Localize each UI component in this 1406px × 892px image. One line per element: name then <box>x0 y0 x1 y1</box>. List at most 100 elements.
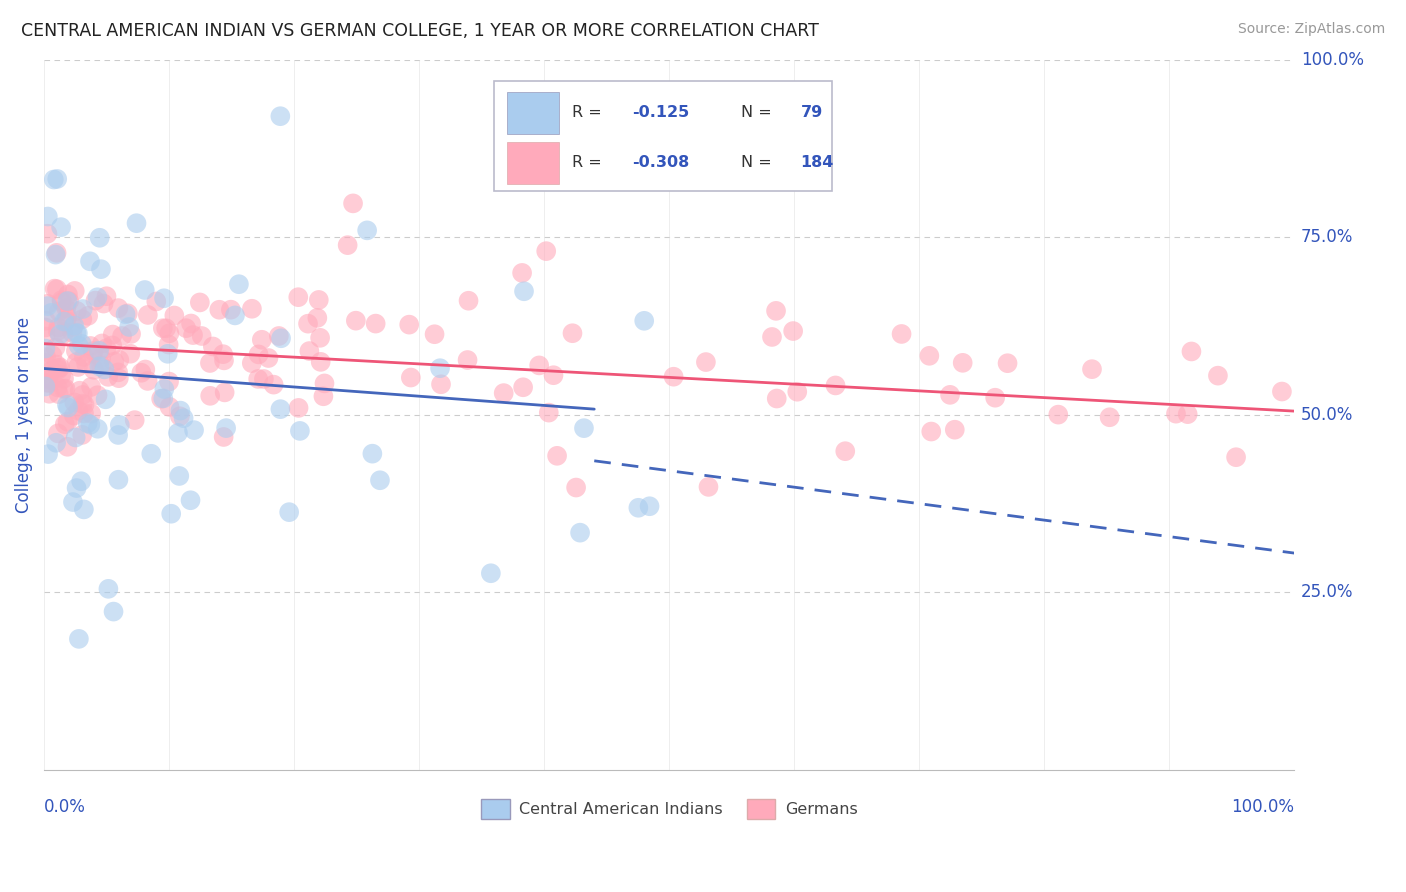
Point <box>312 389 335 403</box>
Point <box>160 507 183 521</box>
Point <box>1081 362 1104 376</box>
Point <box>56 294 79 309</box>
Point <box>1047 408 1070 422</box>
Point <box>38 376 60 390</box>
Point <box>117 306 139 320</box>
Point <box>309 355 332 369</box>
Point <box>212 347 235 361</box>
Point <box>572 421 595 435</box>
Point <box>101 327 124 342</box>
Point <box>80 407 103 421</box>
Point <box>257 351 280 365</box>
Point <box>344 313 367 327</box>
Point <box>188 295 211 310</box>
Point <box>48 327 70 342</box>
Point <box>157 375 180 389</box>
Point <box>34 320 56 334</box>
Text: 184: 184 <box>800 155 834 170</box>
Point <box>136 374 159 388</box>
Point <box>70 428 93 442</box>
Point <box>247 347 270 361</box>
Point <box>214 385 236 400</box>
Point <box>297 317 319 331</box>
Point <box>287 290 309 304</box>
Point <box>93 296 115 310</box>
Point <box>73 406 96 420</box>
Point <box>55 382 77 396</box>
Point <box>537 406 560 420</box>
Point <box>153 291 176 305</box>
Point <box>314 376 336 391</box>
Point <box>287 401 309 415</box>
Point <box>240 301 263 316</box>
Point <box>52 327 75 342</box>
Point <box>79 417 101 432</box>
Point <box>198 356 221 370</box>
Point <box>527 359 550 373</box>
Point <box>72 397 94 411</box>
Point <box>250 333 273 347</box>
Y-axis label: College, 1 year or more: College, 1 year or more <box>15 317 32 513</box>
Point <box>108 371 131 385</box>
Point <box>79 254 101 268</box>
Point <box>180 493 202 508</box>
Point <box>890 326 912 341</box>
Point <box>86 290 108 304</box>
Point <box>141 447 163 461</box>
Point <box>943 423 966 437</box>
Point <box>215 421 238 435</box>
Point <box>534 244 557 259</box>
Point <box>56 415 79 429</box>
Point <box>93 362 115 376</box>
Point <box>120 347 142 361</box>
Point <box>824 378 846 392</box>
Point <box>169 409 191 424</box>
Point <box>35 356 58 370</box>
Point <box>76 416 98 430</box>
Point <box>53 314 76 328</box>
Point <box>77 309 100 323</box>
Point <box>270 331 292 345</box>
Point <box>247 372 270 386</box>
Text: 79: 79 <box>800 105 823 120</box>
Point <box>37 372 59 386</box>
Point <box>66 304 89 318</box>
FancyBboxPatch shape <box>495 81 832 191</box>
Point <box>269 109 291 123</box>
Point <box>181 328 204 343</box>
Point <box>918 349 941 363</box>
Point <box>49 360 72 375</box>
Point <box>89 231 111 245</box>
Point <box>79 339 101 353</box>
Point <box>997 356 1019 370</box>
Point <box>240 356 263 370</box>
Point <box>58 294 80 309</box>
Point <box>56 440 79 454</box>
Point <box>183 423 205 437</box>
Point <box>101 338 124 352</box>
Point <box>131 366 153 380</box>
Point <box>512 380 534 394</box>
Point <box>67 403 90 417</box>
Point <box>45 247 67 261</box>
Text: 25.0%: 25.0% <box>1301 583 1353 601</box>
Point <box>91 336 114 351</box>
Point <box>37 447 59 461</box>
Point <box>269 402 291 417</box>
Point <box>1177 407 1199 421</box>
Point <box>457 353 479 368</box>
Point <box>55 313 77 327</box>
Point <box>37 227 59 241</box>
Point <box>336 238 359 252</box>
Point <box>56 287 79 301</box>
Point <box>364 317 387 331</box>
Text: Source: ZipAtlas.com: Source: ZipAtlas.com <box>1237 22 1385 37</box>
Point <box>89 359 111 374</box>
Point <box>65 343 87 358</box>
Point <box>298 344 321 359</box>
Point <box>44 341 66 355</box>
Point <box>46 426 69 441</box>
Point <box>782 324 804 338</box>
Point <box>52 382 75 396</box>
Point <box>42 172 65 186</box>
